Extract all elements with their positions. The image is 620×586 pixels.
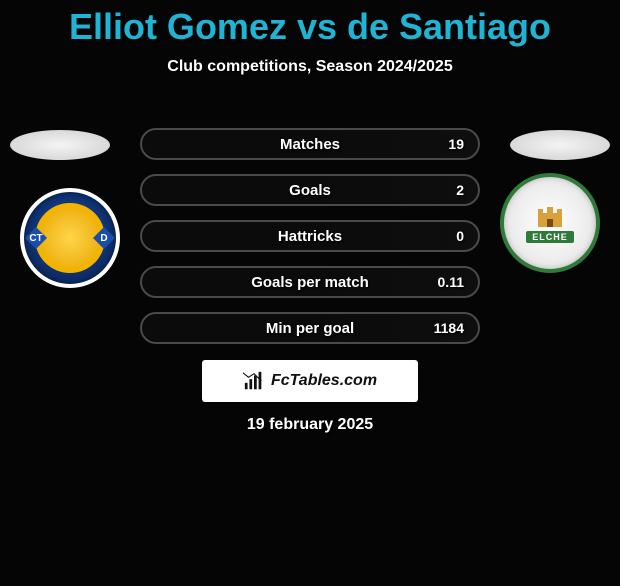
subtitle: Club competitions, Season 2024/2025 — [0, 58, 620, 76]
bar-chart-icon — [243, 370, 265, 392]
comparison-date: 19 february 2025 — [0, 416, 620, 434]
club-crest-left-inner: CT D — [35, 203, 105, 273]
player-photo-right-placeholder — [510, 130, 610, 160]
player-photo-left-placeholder — [10, 130, 110, 160]
stat-label: Min per goal — [142, 320, 478, 337]
stat-row-matches: Matches 19 — [140, 128, 480, 160]
stat-right-value: 0.11 — [438, 274, 464, 290]
stat-right-value: 2 — [456, 182, 464, 198]
stat-row-min-per-goal: Min per goal 1184 — [140, 312, 480, 344]
stat-row-hattricks: Hattricks 0 — [140, 220, 480, 252]
stat-right-value: 19 — [448, 136, 464, 152]
crest-left-letters-d: D — [93, 227, 115, 249]
stats-panel: Matches 19 Goals 2 Hattricks 0 Goals per… — [140, 128, 480, 358]
stat-label: Goals — [142, 182, 478, 199]
crest-left-letters-ct: CT — [25, 227, 47, 249]
stat-label: Matches — [142, 136, 478, 153]
castle-icon — [535, 203, 565, 229]
club-crest-right-inner: ELCHE — [516, 189, 584, 257]
stat-right-value: 0 — [456, 228, 464, 244]
stat-row-goals: Goals 2 — [140, 174, 480, 206]
fctables-text: FcTables.com — [271, 372, 377, 390]
page-title: Elliot Gomez vs de Santiago — [0, 6, 620, 48]
stat-row-goals-per-match: Goals per match 0.11 — [140, 266, 480, 298]
club-crest-right: ELCHE — [500, 173, 600, 273]
club-crest-left: CT D — [20, 188, 120, 288]
fctables-link[interactable]: FcTables.com — [202, 360, 418, 402]
stat-right-value: 1184 — [434, 320, 464, 336]
stat-label: Hattricks — [142, 228, 478, 245]
stat-label: Goals per match — [142, 274, 478, 291]
crest-right-banner: ELCHE — [526, 231, 574, 243]
